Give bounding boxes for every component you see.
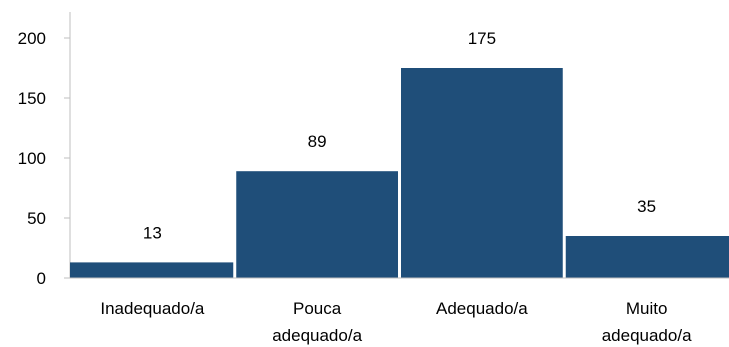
category-label: Inadequado/a	[100, 299, 205, 318]
category-label-line: Muito	[626, 299, 668, 318]
y-tick-label: 100	[18, 149, 46, 168]
y-tick-label: 50	[27, 209, 46, 228]
bar	[401, 68, 563, 278]
y-tick-label: 200	[18, 29, 46, 48]
data-label: 13	[143, 223, 162, 242]
bar	[236, 171, 398, 278]
category-label: Muito adequado/a	[602, 299, 692, 345]
category-label-line: adequado/a	[272, 326, 362, 345]
data-label: 89	[308, 132, 327, 151]
bar	[565, 236, 729, 278]
category-label: Adequado/a	[436, 299, 528, 318]
y-axis: 0 50 100 150 200	[18, 12, 71, 288]
category-labels: Inadequado/a Pouca adequado/a Adequado/a Mui…	[100, 299, 692, 345]
data-label: 35	[637, 197, 656, 216]
category-label-line: Adequado/a	[436, 299, 528, 318]
category-label-line: Pouca	[293, 299, 342, 318]
data-label: 175	[468, 29, 496, 48]
bar	[70, 262, 234, 278]
category-label: Pouca adequado/a	[272, 299, 362, 345]
category-label-line: adequado/a	[602, 326, 692, 345]
data-labels: 13 89 175 35	[143, 29, 656, 242]
category-label-line: Inadequado/a	[100, 299, 205, 318]
y-tick-label: 0	[37, 269, 46, 288]
bars	[70, 68, 729, 278]
y-tick-label: 150	[18, 89, 46, 108]
